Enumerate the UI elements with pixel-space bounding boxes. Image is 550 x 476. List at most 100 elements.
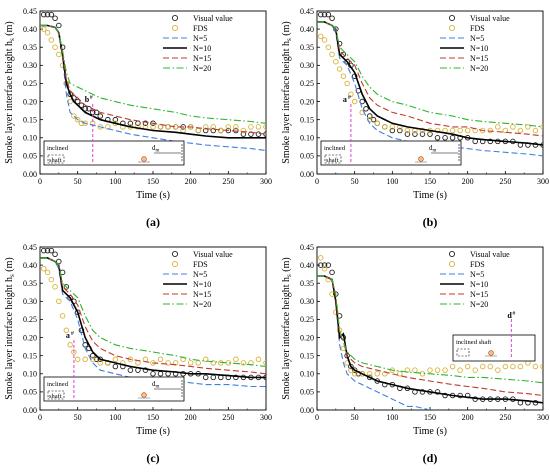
data-point-fds [210,360,217,366]
y-axis-label-symbol: h [4,277,15,282]
y-axis-label: Smoke layer interface height hs (m) [4,21,16,163]
y-tick-label: 0.35 [300,279,314,288]
legend-label: N=5 [470,34,484,43]
chart-panel: 0 50 100 150 200 250 300 0.00 0.05 0.10 0.15 0.20 0.… [4,243,272,465]
data-point-fds [187,360,194,366]
data-point-fds [449,363,456,370]
data-point-visual-value [487,138,494,145]
plot-area [40,11,266,152]
data-point-fds [71,113,77,119]
x-tick-label: 150 [147,177,159,186]
data-point-fds [56,298,62,305]
data-point-fds [52,284,58,290]
data-point-fds [532,363,539,370]
data-point-visual-value [97,113,104,119]
data-point-fds [427,367,433,373]
data-point-fds [41,26,47,32]
x-tick-label: 250 [222,413,234,422]
position-marker-label: d [507,311,512,320]
legend-label: N=15 [470,54,488,63]
data-point-visual-value [127,367,134,373]
position-marker-prime: # [512,311,515,317]
data-point-fds [82,356,88,363]
series-line-n-20 [317,21,543,128]
y-tick-label: 0.25 [300,79,314,88]
panel-label: (a) [146,215,160,229]
data-point-fds [397,371,403,377]
data-point-visual-value [93,109,100,116]
legend-label: N=10 [193,44,211,53]
data-point-visual-value [56,258,62,265]
data-point-fds [233,356,239,363]
plot-area [317,255,543,410]
data-point-fds [344,80,350,87]
x-axis-label: Time (s) [413,426,447,437]
legend-swatch [171,24,179,32]
legend-label: N=5 [470,270,484,279]
y-tick-label: 0.40 [300,261,314,270]
y-tick-label: 0.20 [300,97,314,106]
legend-swatch [448,260,456,268]
data-point-visual-value [41,247,47,254]
data-point-visual-value [202,374,209,381]
y-axis-label-unit: (m) [281,257,292,274]
data-point-fds [44,269,51,276]
legend-label: FDS [470,24,485,33]
y-tick-label: 0.35 [23,279,37,288]
inset-label-inclined: inclined shaft [456,339,491,346]
y-tick-label: 0.25 [23,315,37,324]
y-tick-label: 0.10 [300,370,314,379]
y-tick-label: 0.40 [300,25,314,34]
series-line-n-5 [40,257,266,388]
inset-dm-subscript: m [433,149,437,154]
data-point-fds [321,37,328,43]
y-tick-label: 0.05 [23,152,37,161]
x-tick-label: 300 [537,177,549,186]
data-point-fds [389,124,396,130]
position-marker-prime: # [90,95,93,101]
x-tick-label: 50 [351,177,359,186]
legend-label: Visual value [470,250,510,259]
data-point-visual-value [359,98,365,105]
data-point-visual-value [442,392,448,399]
y-tick-label: 0.15 [300,351,314,360]
legend-label: N=5 [193,270,207,279]
data-point-visual-value [210,374,217,381]
data-point-visual-value [397,127,403,134]
x-tick-label: 150 [147,413,159,422]
data-point-fds [195,360,201,366]
data-point-fds [240,360,247,366]
y-tick-label: 0.00 [300,406,314,415]
data-point-fds [351,371,358,377]
data-point-fds [374,120,381,127]
data-point-fds [495,367,501,373]
inset-label-shaft: shaft [49,157,62,164]
data-point-fds [48,37,55,43]
x-axis-label: Time (s) [136,190,170,201]
data-point-visual-value [344,58,350,65]
data-point-visual-value [366,113,373,119]
data-point-visual-value [56,22,62,29]
y-axis-label-text: Smoke layer interface height [281,282,292,400]
x-tick-label: 0 [38,413,42,422]
data-point-fds [71,349,77,355]
legend-label: Visual value [470,14,510,23]
data-point-visual-value [434,135,441,141]
data-point-visual-value [150,371,156,377]
data-point-visual-value [86,106,92,112]
y-tick-label: 0.45 [300,7,314,16]
x-tick-label: 200 [462,177,474,186]
inset-shaft-outline [324,154,342,164]
series-line-n-5 [317,275,431,410]
data-point-visual-value [74,98,81,105]
data-point-fds [502,127,509,134]
data-point-fds [248,124,254,130]
y-tick-label: 0.30 [300,61,314,70]
y-axis-label-unit: (m) [4,21,15,38]
x-tick-label: 250 [499,177,511,186]
panel-label: (c) [146,451,159,465]
data-point-fds [59,313,66,319]
legend-label: N=15 [193,54,211,63]
legend-label: N=20 [470,64,488,73]
